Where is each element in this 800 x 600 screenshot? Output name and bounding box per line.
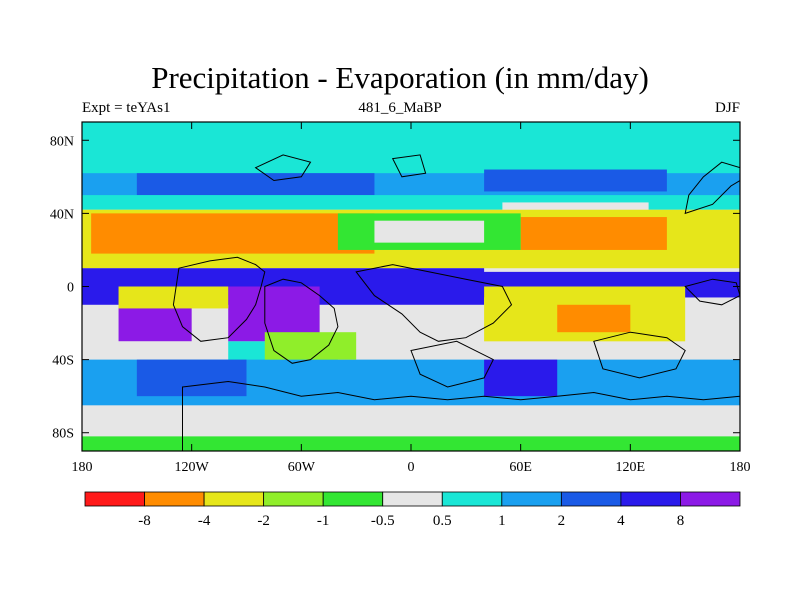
coastline	[684, 161, 740, 215]
coastline	[355, 264, 513, 342]
field-region	[374, 220, 485, 243]
coastline	[264, 278, 339, 364]
x-tick-label: 60E	[509, 460, 532, 475]
x-tick-label: 120W	[175, 460, 210, 475]
coastline	[172, 256, 266, 342]
coastlines	[172, 154, 740, 451]
y-tick-label: 40S	[52, 354, 74, 369]
field-region	[136, 359, 247, 397]
x-tick-label: 180	[72, 460, 93, 475]
experiment-label: Expt = teYAs1	[82, 100, 171, 116]
field-region	[82, 436, 740, 451]
chart-title: Precipitation - Evaporation (in mm/day)	[151, 60, 649, 95]
field-region	[82, 122, 740, 177]
field-region	[484, 169, 667, 192]
y-tick-label: 40N	[50, 207, 74, 222]
coastline	[182, 380, 740, 451]
field-region	[136, 173, 375, 196]
y-tick-label: 0	[67, 281, 74, 296]
coastline	[593, 331, 686, 379]
coastline	[254, 154, 312, 182]
x-tick-label: 120E	[616, 460, 646, 475]
field-region	[484, 359, 558, 397]
field-region	[118, 286, 229, 309]
x-tick-label: 180	[730, 460, 751, 475]
season-label: DJF	[714, 100, 740, 116]
x-tick-label: 60W	[288, 460, 316, 475]
x-tick-label: 0	[408, 460, 415, 475]
coastline	[410, 340, 494, 388]
coastline	[684, 278, 740, 306]
field-region	[91, 213, 375, 254]
field-region	[264, 332, 357, 360]
coastline	[391, 154, 427, 178]
field-region	[557, 304, 631, 333]
y-tick-label: 80S	[52, 427, 74, 442]
period-label: 481_6_MaBP	[358, 100, 442, 116]
y-tick-label: 80N	[50, 134, 74, 149]
field-region	[520, 217, 667, 250]
precip-field	[82, 122, 740, 451]
